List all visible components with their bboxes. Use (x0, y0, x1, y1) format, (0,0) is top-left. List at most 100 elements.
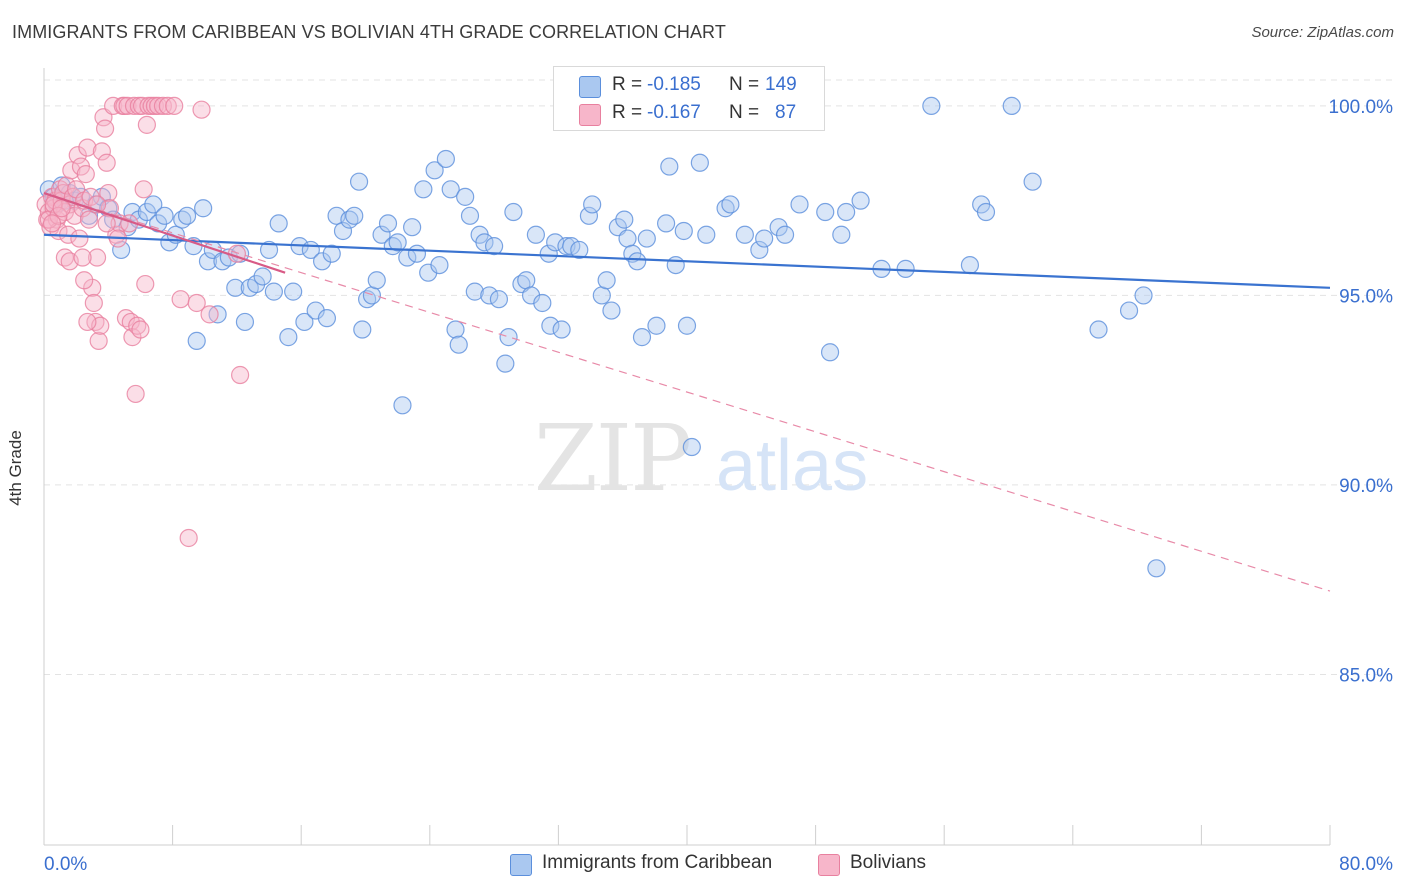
bolivian-point (92, 142, 111, 161)
caribbean-point (790, 195, 809, 214)
caribbean-point (362, 286, 382, 305)
caribbean-point (475, 233, 494, 252)
legend-r-value: -0.185 (647, 74, 701, 95)
legend-row-bolivians: R = -0.167 N = 87 (554, 100, 824, 128)
caribbean-point (456, 187, 475, 206)
watermark-atlas: atlas (716, 426, 868, 506)
caribbean-point (583, 195, 602, 214)
caribbean-point (485, 237, 504, 256)
caribbean-point (602, 301, 621, 320)
bolivian-point (75, 271, 94, 290)
bolivian-point (158, 96, 177, 116)
caribbean-point (496, 354, 515, 373)
legend-n-label: N = (729, 74, 760, 95)
stats-legend: R = -0.185 N = 149 R = -0.167 N = 87 (553, 66, 825, 131)
caribbean-point (460, 206, 480, 225)
caribbean-point (441, 180, 460, 199)
bolivian-point (97, 214, 116, 233)
caribbean-point (349, 172, 369, 191)
caribbean-point (976, 202, 996, 222)
caribbean-point (480, 286, 499, 305)
caribbean-point (1119, 301, 1139, 320)
bolivian-point (68, 146, 87, 165)
caribbean-point (284, 282, 303, 301)
caribbean-point (541, 316, 560, 335)
caribbean-point (690, 153, 709, 172)
caribbean-point (345, 206, 364, 225)
bolivian-point (79, 210, 99, 229)
caribbean-point (832, 225, 851, 244)
caribbean-point (259, 240, 279, 260)
caribbean-point (682, 437, 701, 457)
caribbean-point (322, 244, 341, 263)
caribbean-point (697, 225, 716, 244)
legend-n-label: N = (729, 102, 760, 123)
caribbean-point (647, 316, 666, 335)
caribbean-point (403, 218, 422, 237)
caribbean-point (755, 229, 774, 248)
caribbean-point (632, 328, 652, 347)
bolivian-point (89, 331, 108, 350)
caribbean-point (597, 271, 616, 290)
caribbean-point (194, 199, 213, 218)
caribbean-point (628, 252, 647, 271)
caribbean-point (657, 214, 676, 233)
legend-n-value: 149 (765, 74, 797, 95)
x-tick-label: 0.0% (44, 854, 87, 875)
caribbean-point (372, 225, 391, 244)
bolivian-point (87, 248, 107, 267)
caribbean-point (1023, 172, 1042, 191)
caribbean-point (960, 255, 980, 275)
caribbean-point (517, 271, 536, 290)
bolivian-trend-line (43, 192, 286, 274)
bottom-legend-label-caribbean: Immigrants from Caribbean (542, 852, 773, 873)
bolivian-point (81, 187, 100, 206)
caribbean-point (504, 202, 523, 222)
caribbean-point (226, 278, 245, 297)
caribbean-point (367, 271, 386, 290)
bolivian-point (165, 96, 184, 116)
caribbean-point (393, 396, 412, 415)
bolivian-point (132, 96, 152, 116)
bolivian-point (95, 119, 115, 138)
caribbean-point (446, 320, 465, 339)
bolivian-point (136, 274, 155, 294)
caribbean-point (579, 206, 599, 225)
caribbean-point (187, 331, 206, 350)
caribbean-point (618, 229, 637, 248)
caribbean-point (769, 218, 788, 237)
bolivian-point (42, 214, 62, 233)
caribbean-point (449, 335, 468, 354)
caribbean-point (721, 195, 740, 214)
y-tick-label: 85.0% (1339, 665, 1393, 686)
bolivian-point (134, 180, 153, 199)
legend-swatch-caribbean (579, 76, 601, 98)
caribbean-point (922, 96, 941, 116)
bolivian-point (70, 229, 89, 248)
caribbean-point (312, 252, 332, 271)
caribbean-point (137, 202, 156, 222)
caribbean-point (552, 320, 571, 339)
caribbean-point (353, 320, 372, 339)
y-tick-label: 90.0% (1339, 476, 1393, 497)
bolivian-point (73, 248, 92, 267)
caribbean-point (539, 244, 558, 263)
chart-title: IMMIGRANTS FROM CARIBBEAN VS BOLIVIAN 4T… (12, 22, 726, 42)
caribbean-point (317, 309, 337, 328)
caribbean-point (851, 191, 870, 210)
caribbean-point (123, 202, 142, 222)
bolivian-point (78, 312, 97, 332)
bolivian-point (131, 320, 150, 339)
caribbean-point (896, 259, 915, 278)
y-tick-label: 95.0% (1339, 286, 1393, 307)
legend-r-label: R = (612, 102, 643, 123)
bottom-legend-label-bolivians: Bolivians (850, 852, 927, 873)
caribbean-point (465, 282, 484, 301)
bottom-legend-swatch-bolivians (818, 854, 840, 876)
caribbean-point (253, 267, 272, 286)
caribbean-point (1002, 96, 1021, 116)
source-label: Source: ZipAtlas.com (1251, 24, 1394, 41)
caribbean-point (1147, 559, 1166, 578)
bolivian-point (52, 199, 71, 218)
